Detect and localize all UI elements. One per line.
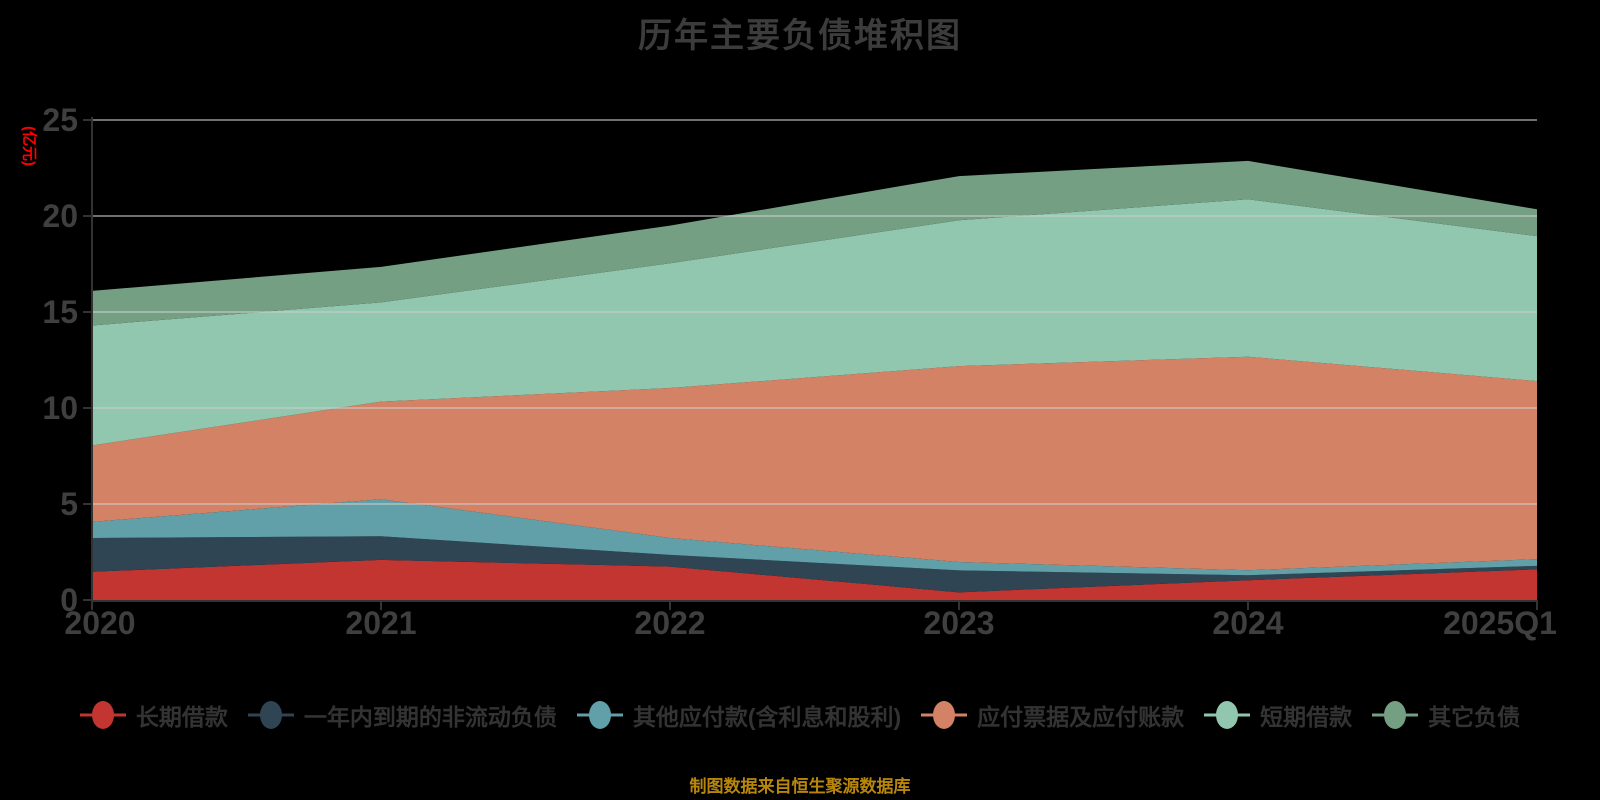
legend-marker-icon xyxy=(1204,701,1251,729)
x-axis-tick-label-2025Q1: 2025Q1 xyxy=(1443,605,1557,641)
legend-item-label: 一年内到期的非流动负债 xyxy=(303,704,557,730)
area-series-其他应付款(含利息和股利) xyxy=(92,499,1537,576)
x-axis-tick-label-2022: 2022 xyxy=(634,605,706,641)
y-axis-tick-label-25: 25 xyxy=(42,102,78,138)
x-axis-tick-label-2024: 2024 xyxy=(1212,605,1284,641)
legend-item-label: 其他应付款(含利息和股利) xyxy=(632,704,902,730)
area-series-其它负债 xyxy=(92,160,1537,326)
legend: 长期借款 一年内到期的非流动负债 其他应付款(含利息和股利) 应付票据及应付账款 短期借… xyxy=(0,698,1600,732)
y-axis-tick-label-10: 10 xyxy=(42,390,78,426)
page-title: 历年主要负债堆积图 xyxy=(638,17,962,55)
y-axis-tick-label-20: 20 xyxy=(42,198,78,234)
legend-marker-icon xyxy=(1372,701,1419,729)
legend-marker-icon xyxy=(247,701,294,729)
area-series-短期借款 xyxy=(92,199,1537,446)
legend-marker-icon xyxy=(79,701,126,729)
area-series-长期借款 xyxy=(92,559,1537,600)
x-axis-tick-label-2020: 2020 xyxy=(64,605,136,641)
legend-item-一年内到期的非流动负债[interactable]: 一年内到期的非流动负债 xyxy=(247,698,557,732)
legend-item-label: 应付票据及应付账款 xyxy=(977,704,1185,730)
legend-item-长期借款[interactable]: 长期借款 xyxy=(79,698,228,732)
legend-marker-icon xyxy=(576,701,623,729)
legend-item-其他应付款(含利息和股利)[interactable]: 其他应付款(含利息和股利) xyxy=(576,698,902,732)
legend-item-其它负债[interactable]: 其它负债 xyxy=(1372,698,1520,732)
y-axis-tick-label-5: 5 xyxy=(60,486,78,522)
x-axis-tick-label-2023: 2023 xyxy=(923,605,995,641)
y-axis-tick-label-15: 15 xyxy=(42,294,78,330)
legend-item-label: 长期借款 xyxy=(135,704,228,730)
area-series-应付票据及应付账款 xyxy=(92,356,1537,571)
legend-item-label: 其它负债 xyxy=(1428,704,1521,730)
x-axis-tick-label-2021: 2021 xyxy=(345,605,417,641)
legend-item-应付票据及应付账款[interactable]: 应付票据及应付账款 xyxy=(921,698,1184,732)
area-series-一年内到期的非流动负债 xyxy=(92,536,1537,593)
legend-marker-icon xyxy=(921,701,968,729)
y-axis-tick-label-0: 0 xyxy=(60,582,78,618)
legend-item-label: 短期借款 xyxy=(1260,704,1353,730)
footer-note: 制图数据来自恒生聚源数据库 xyxy=(689,777,911,796)
legend-item-短期借款[interactable]: 短期借款 xyxy=(1204,698,1352,732)
